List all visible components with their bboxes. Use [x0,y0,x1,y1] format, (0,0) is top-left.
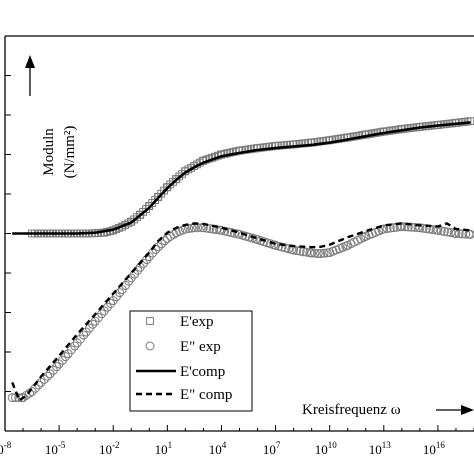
e-double-prime-exp-point [205,224,215,234]
legend-label: E" exp [180,339,221,355]
y-axis-title: Moduln (N/mm²) [41,126,78,179]
x-axis-arrow [436,405,474,415]
e-double-prime-exp-point [79,330,89,340]
e-prime-exp-point [166,180,175,189]
x-tick-label: 1016 [423,440,446,457]
e-double-prime-exp-point [379,224,389,234]
e-double-prime-exp-point [307,248,317,258]
legend-symbol [146,317,154,325]
e-prime-comp-line [12,121,471,235]
e-double-prime-exp-point [216,225,226,235]
x-tick-label: 10-2 [99,440,120,457]
e-double-prime-exp-point [359,232,369,242]
x-tick-label: 107 [263,440,281,457]
e-double-prime-exp-point [7,393,17,403]
x-tick-label: 1010 [315,440,338,457]
e-double-prime-exp-point [43,371,53,381]
legend-label: E'comp [180,364,225,380]
e-double-prime-exp-point [196,223,206,233]
e-double-prime-exp-point [115,288,125,298]
e-double-prime-exp-point [277,242,287,252]
e-double-prime-exp-point [465,229,474,239]
e-double-prime-exp-point [220,226,230,236]
series-layer [7,117,474,403]
axis-ticks [4,35,474,432]
x-axis-title: Kreisfrequenz ω [302,402,401,418]
x-tick-label: 10-5 [45,440,66,457]
legend-symbol [145,341,155,351]
e-double-prime-exp-point [400,222,410,232]
e-double-prime-exp-point [274,241,284,251]
x-tick-label: 1013 [369,440,392,457]
e-double-prime-exp-point [157,239,167,249]
e-prime-exp-point [175,172,184,181]
e-double-prime-comp-line [11,222,471,403]
e-prime-exp-point [172,175,181,183]
e-double-prime-exp-point [61,352,71,362]
series-3 [12,121,471,235]
e-double-prime-exp-point [415,223,425,233]
e-double-prime-exp-point [313,248,323,258]
series-4 [11,222,471,403]
legend-label: E'exp [180,314,214,330]
e-double-prime-exp-point [443,227,453,237]
e-prime-exp-point [163,183,172,191]
y-axis-arrow [25,55,35,96]
e-prime-exp-point [139,207,148,216]
legend: E'exp E" exp E'comp E" comp [129,310,253,412]
e-double-prime-exp-point [39,374,49,384]
e-double-prime-exp-point [106,298,116,308]
e-double-prime-exp-point [316,249,326,259]
e-double-prime-exp-point [70,341,80,351]
x-tick-label: 104 [209,440,227,457]
e-double-prime-exp-point [88,319,98,329]
e-double-prime-exp-point [229,228,239,238]
svg-text:Moduln(N/mm²): Moduln (N/mm²) [41,126,78,179]
e-prime-exp-point [130,215,139,224]
e-prime-exp-point [226,148,235,157]
e-double-prime-exp-point [310,248,320,258]
e-double-prime-exp-point [397,222,407,232]
e-double-prime-exp-point [439,226,449,236]
e-double-prime-exp-point [184,224,194,234]
e-double-prime-exp-point [292,246,302,256]
e-double-prime-exp-point [160,236,170,246]
legend-label: E" comp [180,387,232,403]
series-1 [28,117,474,238]
e-double-prime-exp-point [418,223,428,233]
series-2 [7,222,474,403]
e-prime-exp-point [136,210,145,219]
e-double-prime-exp-point [284,244,294,254]
e-double-prime-exp-point [436,226,446,236]
e-double-prime-exp-point [319,248,329,258]
x-tick-label: 101 [155,440,173,457]
e-double-prime-exp-point [97,309,107,319]
x-tick-label: 10-8 [0,440,12,457]
e-double-prime-exp-point [25,388,35,398]
e-double-prime-exp-point [52,362,62,372]
x-tick-labels: 10-8 10-5 10-2 101 104 107 1010 1013 1016 [0,440,445,457]
e-prime-exp-point [127,217,136,226]
